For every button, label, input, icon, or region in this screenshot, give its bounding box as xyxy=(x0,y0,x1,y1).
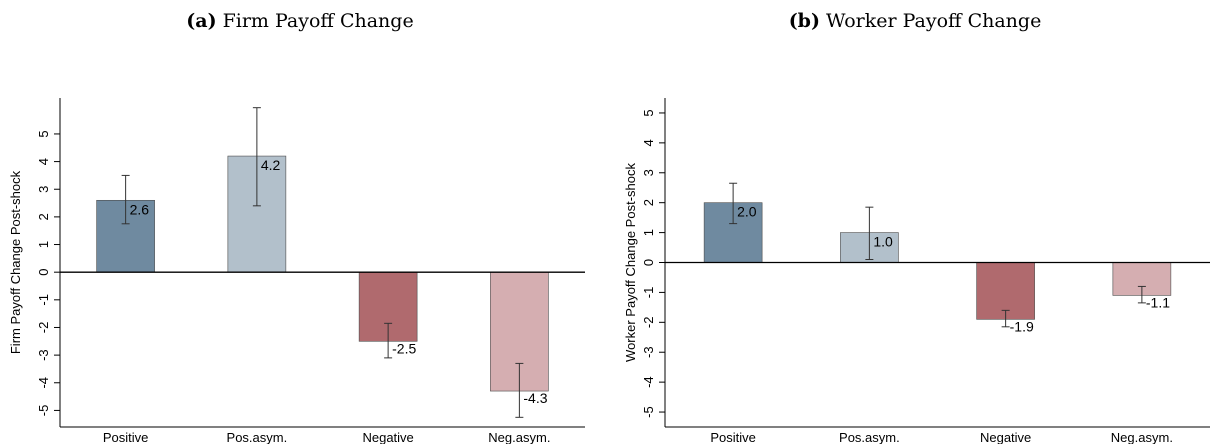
y-tick-label: -2 xyxy=(36,322,51,334)
y-tick-label: 2 xyxy=(36,213,51,220)
y-tick-label: -4 xyxy=(641,376,656,388)
y-tick-label: -4 xyxy=(36,377,51,389)
data-label: -1.9 xyxy=(1010,318,1034,334)
x-tick-label: Neg.asym. xyxy=(1111,430,1173,444)
y-tick-label: 1 xyxy=(36,241,51,248)
y-tick-label: 1 xyxy=(641,229,656,236)
data-label: 2.0 xyxy=(737,204,757,220)
x-tick-label: Neg.asym. xyxy=(488,430,550,444)
panel-worker-payoff: (b) Worker Payoff Change -5 -4 -3 -2 -1 0 1 2 3 4 5… xyxy=(615,0,1215,444)
data-label: 1.0 xyxy=(873,234,893,250)
chart-title: Firm Payoff Change xyxy=(222,10,414,32)
panel-label: (b) xyxy=(788,10,820,32)
y-tick-label: 3 xyxy=(36,186,51,193)
y-tick-label: 4 xyxy=(641,139,656,146)
y-tick-label: 0 xyxy=(641,259,656,266)
y-tick-label: 2 xyxy=(641,199,656,206)
panel-firm-payoff: (a) Firm Payoff Change -5 -4 -3 -2 -1 0 1 2 3 4 5 Fi… xyxy=(0,0,600,444)
data-label: 2.6 xyxy=(130,201,150,217)
chart-title: Worker Payoff Change xyxy=(825,10,1042,32)
y-tick-label: 5 xyxy=(641,109,656,116)
panel-title: (b) Worker Payoff Change xyxy=(615,10,1215,32)
y-tick-label: -1 xyxy=(36,294,51,306)
y-axis-label: Worker Payoff Change Post-shock xyxy=(623,163,638,362)
y-tick-label: -5 xyxy=(641,406,656,418)
chart-firm-payoff: -5 -4 -3 -2 -1 0 1 2 3 4 5 Firm Payoff Change Post-… xyxy=(8,98,585,444)
data-label: -2.5 xyxy=(392,340,416,356)
x-tick-label: Pos.asym. xyxy=(839,430,900,444)
y-tick-label: -2 xyxy=(641,317,656,329)
data-label: 4.2 xyxy=(261,157,281,173)
x-tick-label: Positive xyxy=(710,430,756,444)
data-label: -4.3 xyxy=(523,390,547,406)
y-tick-label: -3 xyxy=(36,349,51,361)
y-tick-label: -1 xyxy=(641,287,656,299)
x-tick-label: Pos.asym. xyxy=(227,430,288,444)
y-tick-label: -3 xyxy=(641,346,656,358)
y-tick-label: 3 xyxy=(641,169,656,176)
panel-label: (a) xyxy=(186,10,217,32)
panel-title: (a) Firm Payoff Change xyxy=(0,10,600,32)
x-tick-label: Positive xyxy=(103,430,149,444)
y-tick-label: 5 xyxy=(36,130,51,137)
x-tick-label: Negative xyxy=(980,430,1031,444)
y-tick-label: 4 xyxy=(36,158,51,165)
chart-worker-payoff: -5 -4 -3 -2 -1 0 1 2 3 4 5 Worker Payoff Change Pos… xyxy=(623,98,1210,444)
y-tick-label: 0 xyxy=(36,269,51,276)
data-label: -1.1 xyxy=(1146,294,1170,310)
y-tick-label: -5 xyxy=(36,405,51,417)
x-tick-label: Negative xyxy=(362,430,413,444)
y-axis-label: Firm Payoff Change Post-shock xyxy=(8,170,23,354)
